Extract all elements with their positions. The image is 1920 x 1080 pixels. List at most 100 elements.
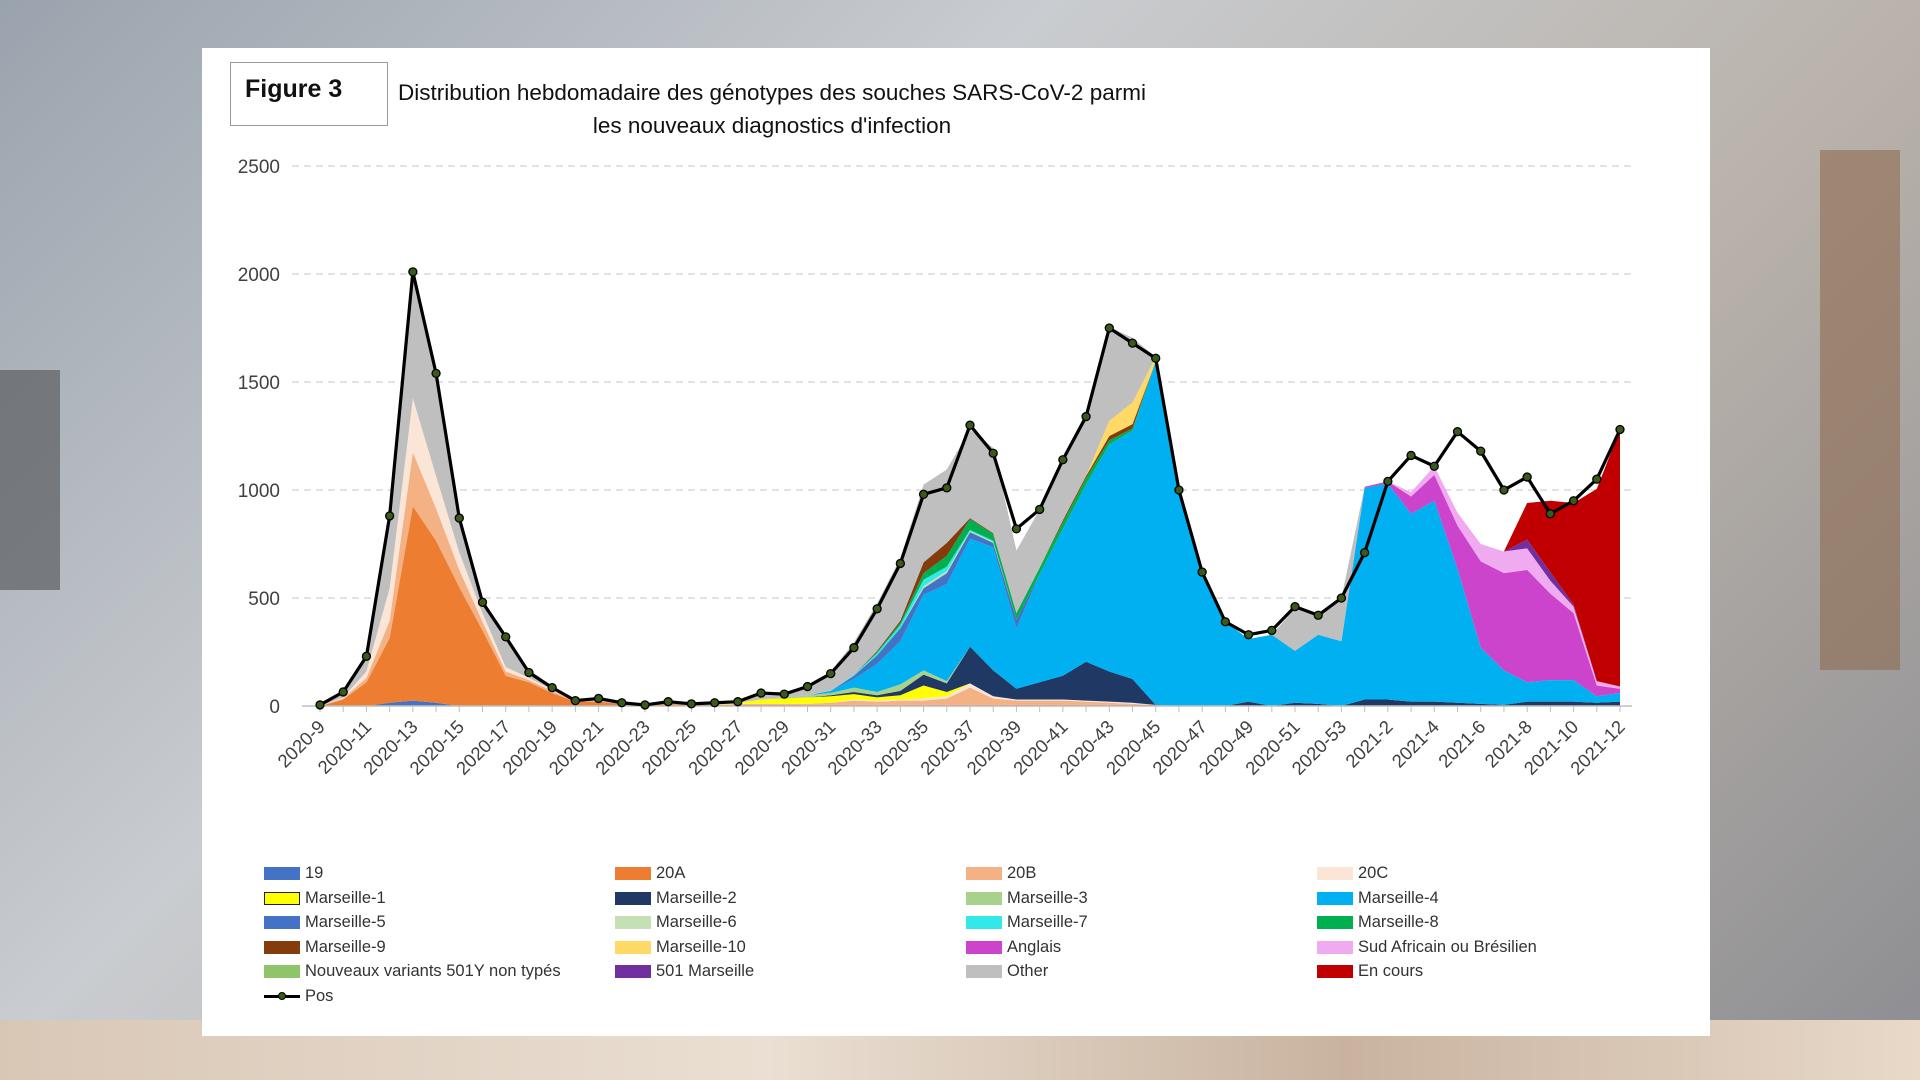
pos-marker bbox=[384, 511, 395, 521]
pos-marker bbox=[1522, 472, 1532, 482]
legend-item: En cours bbox=[1317, 962, 1423, 984]
pos-marker bbox=[1545, 509, 1556, 519]
pos-marker bbox=[686, 699, 697, 709]
pos-marker bbox=[802, 681, 813, 692]
legend-item: Marseille-1 bbox=[264, 889, 386, 911]
legend-label: Marseille-3 bbox=[1007, 888, 1088, 907]
pos-marker bbox=[1592, 474, 1602, 484]
pos-marker bbox=[779, 689, 789, 699]
figure-badge: Figure 3 bbox=[230, 62, 388, 126]
pos-marker bbox=[918, 489, 929, 499]
pos-marker bbox=[849, 643, 859, 653]
pos-marker bbox=[477, 597, 488, 607]
pos-marker bbox=[454, 513, 464, 523]
pos-marker bbox=[1406, 450, 1416, 461]
legend-label: Marseille-9 bbox=[305, 937, 386, 956]
legend-label: Marseille-7 bbox=[1007, 913, 1088, 932]
legend-swatch bbox=[615, 940, 651, 954]
legend-item: Nouveaux variants 501Y non typés bbox=[264, 962, 561, 984]
legend-label: Sud Africain ou Brésilien bbox=[1358, 937, 1537, 956]
legend-swatch bbox=[966, 867, 1002, 881]
pos-marker bbox=[895, 558, 906, 569]
legend-item: 20A bbox=[615, 864, 685, 886]
legend-label: 20A bbox=[656, 864, 686, 883]
pos-marker bbox=[965, 420, 975, 430]
pos-marker bbox=[872, 604, 882, 614]
legend-swatch bbox=[1317, 940, 1353, 954]
pos-marker bbox=[315, 700, 325, 710]
pos-marker bbox=[408, 267, 418, 277]
x-tick-label: 2021-2 bbox=[1341, 716, 1397, 772]
pos-marker bbox=[1336, 593, 1347, 603]
legend-label: Other bbox=[1007, 962, 1049, 981]
legend-label: Marseille-1 bbox=[305, 888, 386, 907]
legend-item: Marseille-10 bbox=[615, 938, 746, 960]
pos-marker bbox=[1174, 485, 1184, 495]
legend-item: 501 Marseille bbox=[615, 962, 754, 984]
legend-swatch bbox=[615, 867, 651, 881]
background-monitor bbox=[0, 370, 60, 590]
pos-marker bbox=[501, 632, 511, 642]
y-tick-label: 0 bbox=[269, 697, 280, 718]
pos-marker bbox=[1452, 427, 1463, 437]
pos-marker bbox=[1313, 610, 1323, 620]
legend-item: Marseille-5 bbox=[264, 913, 386, 935]
y-tick-label: 500 bbox=[248, 589, 280, 610]
legend-item: Marseille-4 bbox=[1317, 889, 1439, 911]
pos-marker bbox=[524, 667, 534, 678]
legend-swatch bbox=[264, 891, 300, 905]
legend-swatch bbox=[264, 867, 300, 881]
legend-item: Marseille-8 bbox=[1317, 913, 1439, 935]
legend-line-swatch bbox=[264, 990, 300, 1003]
pos-marker bbox=[338, 687, 348, 697]
legend-label: Anglais bbox=[1007, 937, 1062, 956]
pos-marker bbox=[547, 682, 557, 693]
pos-marker bbox=[1151, 353, 1161, 363]
pos-marker bbox=[1081, 411, 1091, 422]
legend-swatch bbox=[966, 916, 1002, 930]
pos-marker bbox=[1359, 547, 1370, 558]
figure-panel: Figure 3 Distribution hebdomadaire des g… bbox=[202, 48, 1710, 1036]
pos-marker bbox=[617, 698, 627, 708]
legend-label: Marseille-5 bbox=[305, 913, 386, 932]
pos-marker bbox=[942, 483, 952, 493]
legend-swatch bbox=[966, 891, 1002, 905]
legend-label: Marseille-6 bbox=[656, 913, 737, 932]
pos-marker bbox=[1034, 504, 1045, 515]
pos-marker bbox=[1290, 601, 1300, 612]
legend-swatch bbox=[1317, 965, 1353, 979]
pos-marker bbox=[1267, 625, 1277, 636]
pos-marker bbox=[431, 368, 441, 379]
pos-marker bbox=[733, 697, 743, 707]
legend-item: Marseille-3 bbox=[966, 889, 1088, 911]
legend-swatch bbox=[615, 891, 651, 905]
pos-marker bbox=[1568, 496, 1579, 506]
x-tick-label: 2021-4 bbox=[1388, 716, 1444, 772]
legend-item: Marseille-9 bbox=[264, 938, 386, 960]
legend-label: Marseille-10 bbox=[656, 937, 746, 956]
legend-item: 19 bbox=[264, 864, 323, 886]
legend-item: Marseille-2 bbox=[615, 889, 737, 911]
area-20a bbox=[320, 506, 1620, 706]
legend-label: Pos bbox=[305, 986, 334, 1005]
pos-marker bbox=[361, 651, 372, 661]
area-other bbox=[320, 272, 1620, 706]
x-tick-label: 2021-6 bbox=[1434, 716, 1490, 772]
pos-marker bbox=[1615, 424, 1625, 435]
legend-label: 20B bbox=[1007, 864, 1037, 883]
legend-swatch bbox=[615, 965, 651, 979]
legend-label: Marseille-4 bbox=[1358, 888, 1439, 907]
pos-marker bbox=[826, 668, 836, 679]
legend-item: Pos bbox=[264, 987, 333, 1009]
y-tick-label: 2000 bbox=[238, 265, 280, 286]
legend-item: Other bbox=[966, 962, 1048, 984]
pos-marker bbox=[1429, 461, 1439, 471]
pos-marker bbox=[570, 695, 581, 706]
pos-marker bbox=[1476, 446, 1486, 456]
legend-label: Marseille-2 bbox=[656, 888, 737, 907]
legend-swatch bbox=[264, 940, 300, 954]
legend-label: 501 Marseille bbox=[656, 962, 755, 981]
pos-marker bbox=[988, 448, 998, 458]
pos-marker bbox=[640, 700, 650, 710]
pos-marker bbox=[663, 697, 673, 707]
